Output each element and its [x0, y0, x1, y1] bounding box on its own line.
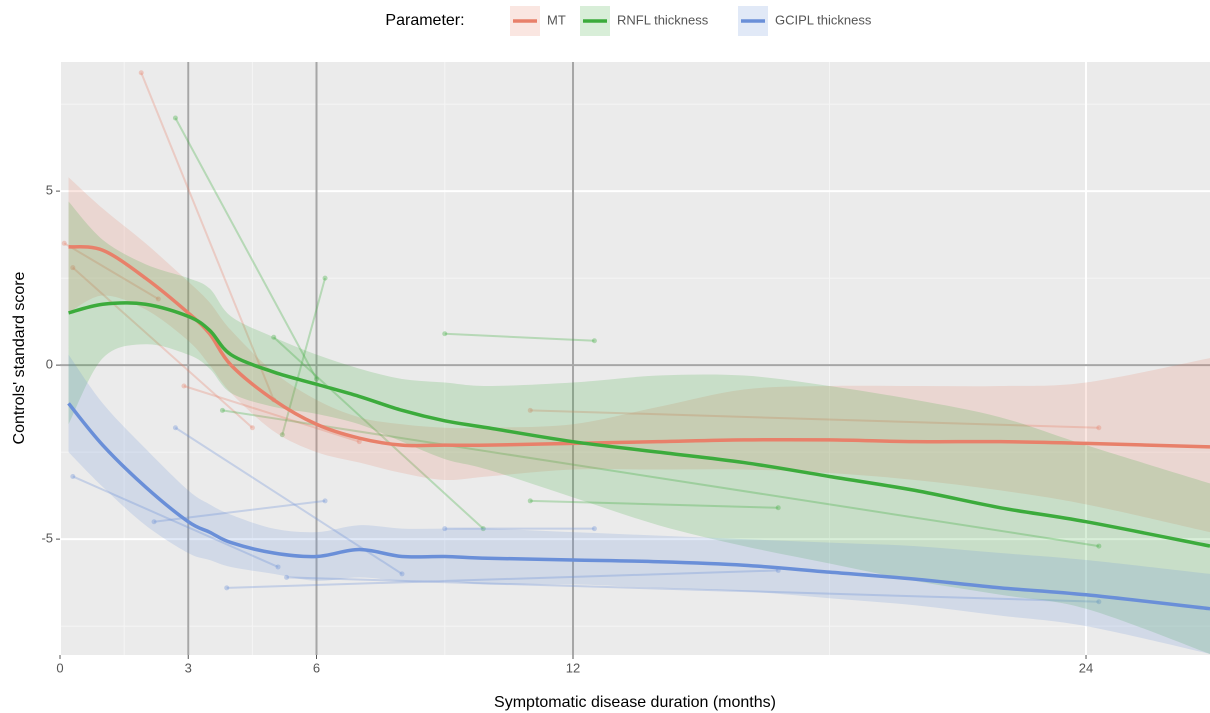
- trajectory-point: [275, 564, 281, 570]
- trajectory: [72, 266, 254, 429]
- trajectory-point: [284, 574, 290, 580]
- trajectory: [174, 117, 318, 380]
- trajectory-point: [591, 338, 597, 344]
- trajectory-point: [1096, 425, 1102, 431]
- trajectory-point: [356, 439, 362, 445]
- legend-label: RNFL thickness: [617, 12, 709, 27]
- trajectory: [530, 499, 779, 509]
- trajectory: [222, 409, 1100, 548]
- trajectory-point: [219, 407, 225, 413]
- y-tick-label: -5: [41, 531, 53, 546]
- trajectory-point: [70, 265, 76, 271]
- trajectory-point: [1096, 543, 1102, 549]
- trajectory: [273, 336, 484, 530]
- trajectory-point: [70, 473, 76, 479]
- trajectory-point: [527, 407, 533, 413]
- trajectory: [226, 569, 779, 589]
- legend-label: GCIPL thickness: [775, 12, 872, 27]
- trajectory-point: [172, 425, 178, 431]
- trajectory-point: [271, 334, 277, 340]
- trajectory-point: [138, 70, 144, 76]
- trajectory-point: [155, 296, 161, 302]
- x-axis-title: Symptomatic disease duration (months): [494, 694, 776, 711]
- smooth-line: [67, 402, 1210, 611]
- x-tick-label: 12: [566, 660, 580, 675]
- trajectory-point: [442, 526, 448, 532]
- trajectory-point: [181, 383, 187, 389]
- legend-title: Parameter:: [385, 12, 464, 29]
- y-axis-title: Controls' standard score: [11, 271, 28, 444]
- trajectory-point: [1096, 599, 1102, 605]
- y-tick-label: 0: [46, 357, 53, 372]
- y-tick-label: 5: [46, 183, 53, 198]
- trajectory: [63, 242, 159, 300]
- x-tick-label: 3: [185, 660, 192, 675]
- legend-label: MT: [547, 12, 566, 27]
- x-tick-label: 0: [56, 660, 63, 675]
- trajectory-point: [322, 498, 328, 504]
- trajectory-point: [224, 585, 230, 591]
- trajectory-point: [322, 275, 328, 281]
- trajectory: [140, 72, 275, 401]
- plot-area: [61, 70, 1210, 654]
- trajectory: [286, 576, 1099, 603]
- trajectory-point: [61, 240, 67, 246]
- trajectory-point: [172, 115, 178, 121]
- trajectory-point: [480, 526, 486, 532]
- confidence-band: [68, 201, 1210, 654]
- trajectory-point: [442, 331, 448, 337]
- trajectory-point: [527, 498, 533, 504]
- smooth-line: [68, 301, 1210, 548]
- panel: [60, 62, 1210, 655]
- trajectory-point: [249, 425, 255, 431]
- trajectory-point: [279, 432, 285, 438]
- trajectory-point: [314, 376, 320, 382]
- trajectory-point: [399, 571, 405, 577]
- x-tick-label: 24: [1079, 660, 1093, 675]
- x-tick-label: 6: [313, 660, 320, 675]
- trajectory: [183, 385, 360, 443]
- trajectory-point: [151, 519, 157, 525]
- trajectory: [444, 332, 595, 342]
- trajectory: [72, 475, 279, 568]
- trajectory: [530, 409, 1099, 429]
- trajectory-point: [591, 526, 597, 532]
- trajectory-point: [775, 505, 781, 511]
